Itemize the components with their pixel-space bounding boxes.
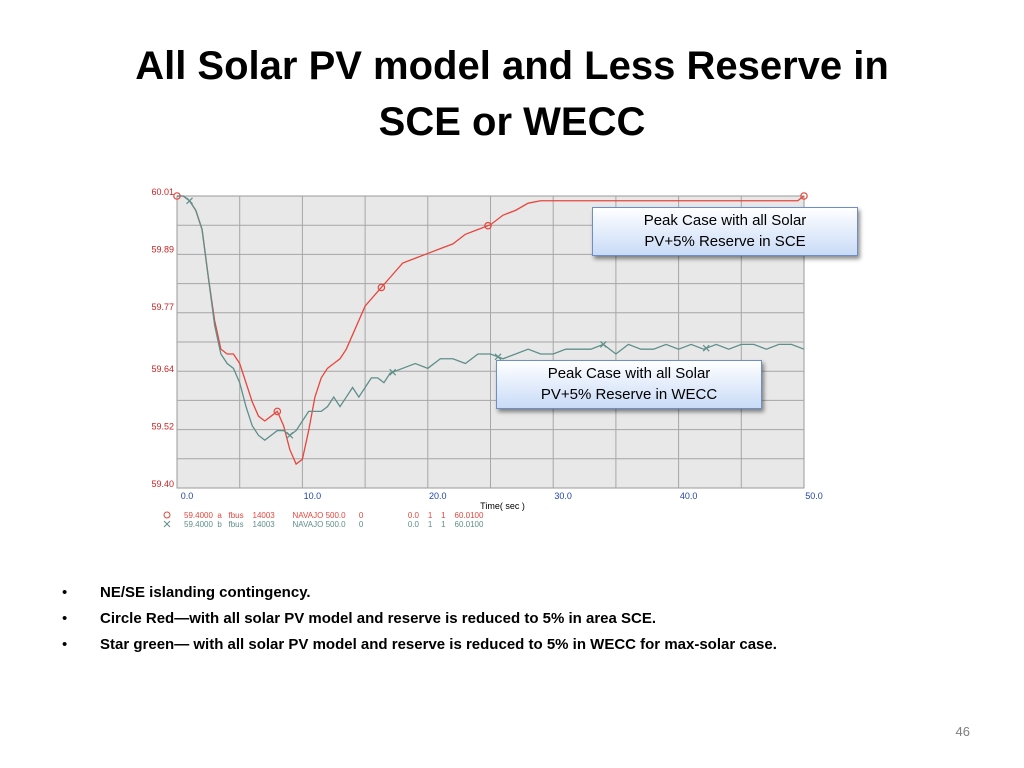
series-marker-circle [800,192,808,200]
callout-sce-line-1: Peak Case with all Solar [643,212,807,229]
slide-title-line-1: All Solar PV model and Less Reserve in [135,44,889,88]
series-marker-circle [273,407,282,416]
y-tick-label: 59.52 [151,422,174,432]
series-line [177,195,805,441]
x-axis-label: Time( sec ) [480,501,525,511]
y-tick-label: 59.40 [151,479,174,489]
callout-wecc-line-1: Peak Case with all Solar [547,365,711,382]
series-marker-circle [484,221,492,230]
x-tick-label: 10.0 [304,491,322,501]
x-tick-label: 0.0 [181,491,194,501]
slide-title: All Solar PV model and Less Reserve in S… [60,38,964,150]
callout-wecc: Peak Case with all Solar PV+5% Reserve i… [496,360,762,409]
bullet-item: NE/SE islanding contingency. [60,580,980,606]
callout-wecc-line-2: PV+5% Reserve in WECC [540,386,718,403]
bullet-list: NE/SE islanding contingency. Circle Red—… [60,580,980,658]
series-marker-x [599,340,607,348]
bullet-item: Star green— with all solar PV model and … [60,632,980,658]
series-marker-x [494,353,502,361]
bullet-item: Circle Red—with all solar PV model and r… [60,606,980,632]
series-line [177,195,805,466]
series-marker-x [286,431,294,439]
page-number: 46 [955,724,970,739]
x-tick-label: 20.0 [429,491,447,501]
legend-marker [163,511,171,519]
y-tick-label: 59.77 [151,302,174,312]
series-marker-x [186,197,193,205]
y-tick-label: 60.01 [151,187,174,197]
x-tick-label: 30.0 [554,491,572,501]
x-tick-label: 40.0 [680,491,698,501]
legend-entry: 59.4000 b fbus 14003 NAVAJO 500.0 0 0.0 … [184,520,484,529]
slide-title-line-2: SCE or WECC [378,100,646,144]
series-marker-x [702,344,710,352]
series-marker-circle [377,283,386,292]
legend-entry: 59.4000 a fbus 14003 NAVAJO 500.0 0 0.0 … [184,511,484,520]
y-tick-label: 59.64 [151,364,174,374]
y-tick-label: 59.89 [151,244,174,254]
callout-sce-line-2: PV+5% Reserve in SCE [644,233,806,250]
legend-marker [163,520,171,528]
series-marker-x [389,368,397,376]
x-tick-label: 50.0 [805,491,823,501]
callout-sce: Peak Case with all Solar PV+5% Reserve i… [592,207,858,256]
